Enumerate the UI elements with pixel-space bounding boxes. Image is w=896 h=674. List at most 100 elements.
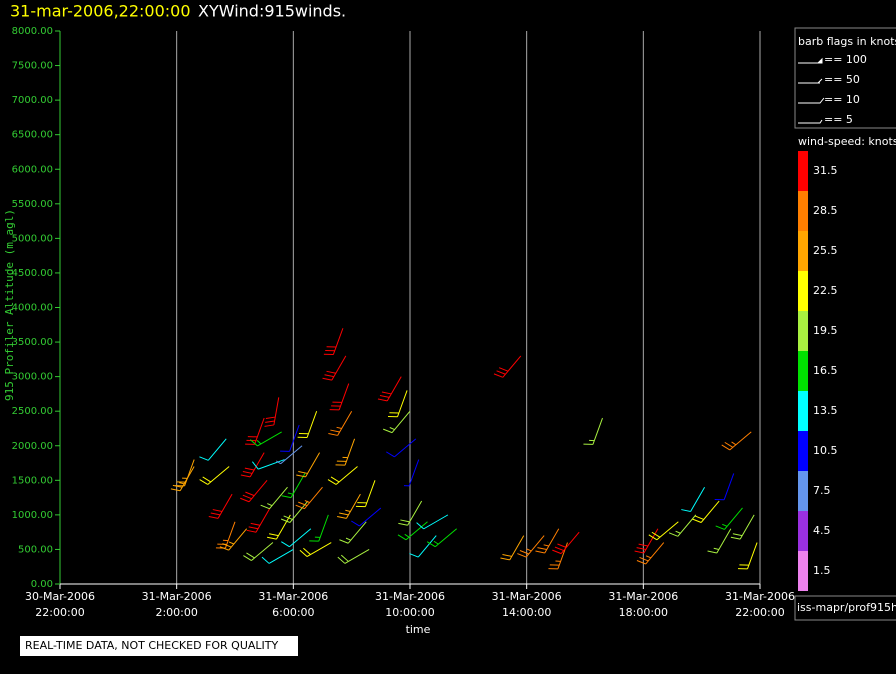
colorscale-label: 4.5 xyxy=(813,524,831,537)
wind-barb xyxy=(240,452,265,478)
colorscale-title: wind-speed: knots xyxy=(798,135,896,148)
colorscale-block xyxy=(798,191,808,231)
x-tick-label: 2:00:00 xyxy=(155,606,197,619)
y-tick-label: 8000.00 xyxy=(12,26,53,37)
y-tick-label: 4000.00 xyxy=(12,303,53,314)
colorscale-block xyxy=(798,391,808,431)
colorscale-label: 28.5 xyxy=(813,204,838,217)
barb-legend-entry: == 10 xyxy=(824,93,860,106)
wind-barb xyxy=(426,528,457,548)
x-tick-label: 31-Mar-2006 xyxy=(608,590,678,603)
wind-barb xyxy=(170,466,195,492)
barb-legend-box xyxy=(794,27,896,129)
wind-barb xyxy=(681,486,706,512)
wind-barb xyxy=(328,410,353,436)
y-tick-label: 3500.00 xyxy=(12,337,53,348)
x-tick-label: 31-Mar-2006 xyxy=(375,590,445,603)
wind-barb xyxy=(327,466,358,485)
colorscale-block xyxy=(798,311,808,351)
wind-barb xyxy=(386,438,417,458)
source: iss-mapr/prof915h xyxy=(797,601,896,614)
wind-barb xyxy=(309,514,329,542)
x-tick-label: 31-Mar-2006 xyxy=(258,590,328,603)
wind-barb xyxy=(692,500,720,523)
x-tick-label: 22:00:00 xyxy=(735,606,784,619)
wind-barb xyxy=(535,528,560,554)
wind-barb xyxy=(355,480,376,508)
wind-barb xyxy=(714,473,735,501)
wind-barb xyxy=(707,528,732,554)
barb-legend-icons xyxy=(798,57,825,124)
wind-barb xyxy=(297,411,318,438)
wind-barb xyxy=(351,507,382,527)
y-tick-label: 3000.00 xyxy=(12,372,53,383)
wind-barb xyxy=(416,514,449,530)
y-tick-label: 500.00 xyxy=(18,544,53,555)
wind-barb xyxy=(251,459,285,470)
wind-barb xyxy=(208,493,233,519)
wind-barb xyxy=(260,486,288,510)
wind-barb xyxy=(249,431,282,447)
wind-barb xyxy=(215,521,236,549)
wind-barb xyxy=(548,542,568,570)
barb-legend-title: barb flags in knots xyxy=(798,35,896,48)
wind-barb xyxy=(281,528,312,548)
colorscale-block xyxy=(798,231,808,271)
colorscale-block xyxy=(798,351,808,391)
wind-barb xyxy=(493,355,522,378)
colorscale-block xyxy=(798,151,808,191)
colorscale-label: 16.5 xyxy=(813,364,838,377)
x-tick-label: 18:00:00 xyxy=(619,606,668,619)
y-tick-label: 1000.00 xyxy=(12,510,53,521)
wind-barb xyxy=(245,417,265,445)
colorscale-label: 25.5 xyxy=(813,244,838,257)
colorscale-label: 10.5 xyxy=(813,444,838,457)
wind-barb xyxy=(246,507,271,533)
y-tick-label: 6000.00 xyxy=(12,164,53,175)
barb-legend-entry: == 5 xyxy=(824,113,853,126)
colorscale-block xyxy=(798,511,808,551)
chart-title: XYWind:915winds. xyxy=(198,2,346,21)
notice: REAL-TIME DATA, NOT CHECKED FOR QUALITY xyxy=(25,639,279,652)
wind-barb xyxy=(296,452,321,478)
y-tick-label: 2500.00 xyxy=(12,406,53,417)
x-tick-label: 31-Mar-2006 xyxy=(725,590,795,603)
colorscale-label: 31.5 xyxy=(813,164,838,177)
wind-barb xyxy=(199,438,227,461)
wind-barb xyxy=(337,549,370,564)
wind-barb xyxy=(281,473,306,499)
wind-barb xyxy=(398,500,423,526)
wind-barb xyxy=(299,542,332,557)
wind-barb xyxy=(264,397,280,427)
x-tick-label: 30-Mar-2006 xyxy=(25,590,95,603)
wind-barb xyxy=(668,514,697,537)
colorscale-label: 7.5 xyxy=(813,484,831,497)
wind-barb xyxy=(243,542,274,561)
wind-barb xyxy=(267,514,291,540)
wind-barb xyxy=(199,466,230,485)
x-tick-label: 31-Mar-2006 xyxy=(492,590,562,603)
wind-barb xyxy=(388,390,408,418)
wind-barb xyxy=(409,535,437,558)
notice-box xyxy=(20,636,298,656)
y-tick-label: 6500.00 xyxy=(12,130,53,141)
title-time: 31-mar-2006,22:00:00 xyxy=(10,2,191,21)
y-tick-label: 0.00 xyxy=(31,579,53,590)
wind-barb xyxy=(583,417,603,445)
y-axis-label: 915 Profiler Altitude (m agl) xyxy=(3,209,16,401)
wind-barb xyxy=(275,445,303,465)
wind-barb xyxy=(377,376,402,402)
x-tick-label: 31-Mar-2006 xyxy=(142,590,212,603)
wind-barb xyxy=(323,328,344,356)
wind-barb xyxy=(721,431,752,451)
wind-barb xyxy=(240,479,268,503)
wind-barb xyxy=(219,528,248,551)
wind-barb xyxy=(730,514,755,540)
y-tick-label: 7000.00 xyxy=(12,95,53,106)
wind-barb xyxy=(397,521,428,541)
y-tick-label: 2000.00 xyxy=(12,441,53,452)
x-tick-label: 14:00:00 xyxy=(502,606,551,619)
wind-barb xyxy=(295,486,323,510)
y-tick-label: 4500.00 xyxy=(12,268,53,279)
